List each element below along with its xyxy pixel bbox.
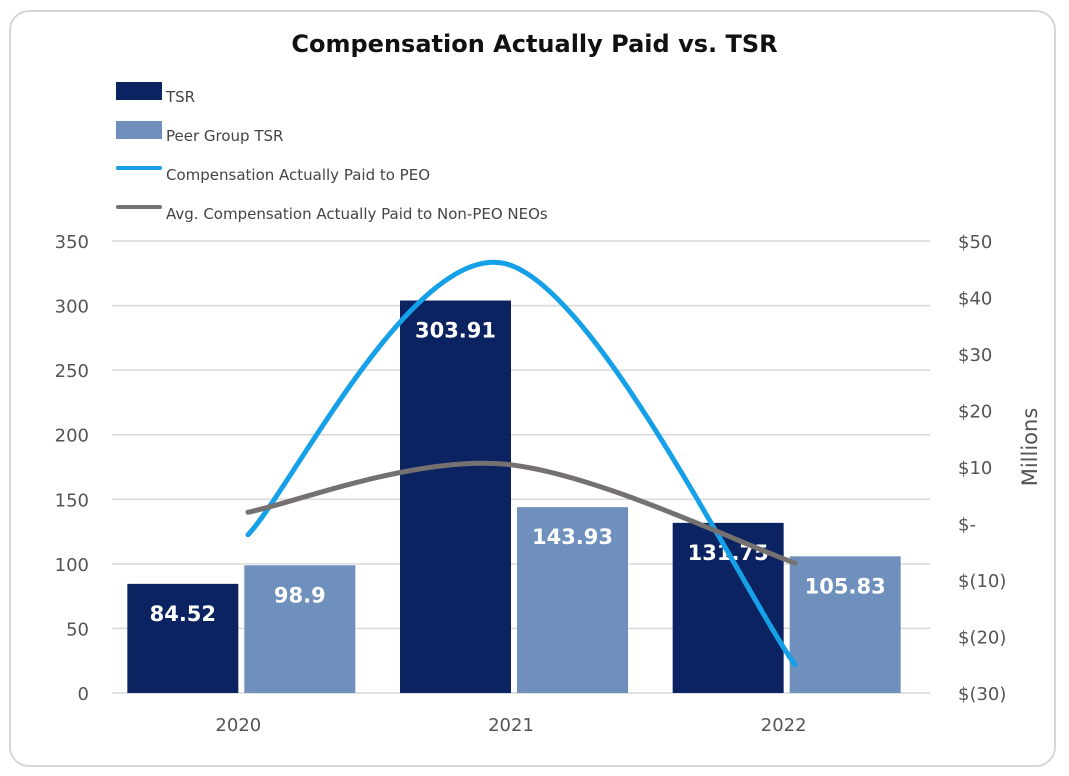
y-right-axis-title: Millions [1018, 408, 1042, 487]
legend-swatch-peer-tsr [116, 121, 162, 139]
y-right-tick-label: $30 [958, 345, 992, 366]
legend-label-tsr: TSR [166, 88, 196, 106]
y-right-tick-label: $10 [958, 458, 992, 479]
y-right-tick-label: $(30) [958, 684, 1006, 705]
line-cap-non-peo-neos [245, 460, 798, 566]
y-right-tick-label: $50 [958, 232, 992, 253]
y-left-tick-label: 50 [66, 619, 89, 640]
y-left-tick-label: 100 [55, 555, 89, 576]
legend-swatch-cap-neo [116, 205, 162, 209]
y-right-tick-label: $- [958, 515, 976, 536]
x-tick-label: 2021 [488, 715, 534, 736]
y-left-tick-label: 250 [55, 361, 89, 382]
bar-data-label: 303.91 [415, 319, 496, 343]
y-right-tick-label: $40 [958, 289, 992, 310]
y-right-tick-label: $(20) [958, 628, 1006, 649]
chart-title: Compensation Actually Paid vs. TSR [291, 30, 778, 58]
x-tick-label: 2020 [215, 715, 261, 736]
y-left-tick-label: 350 [55, 232, 89, 253]
y-right-tick-label: $(10) [958, 571, 1006, 592]
line-cap-peo [245, 259, 798, 668]
bar-data-label: 84.52 [150, 602, 216, 626]
x-tick-label: 2022 [761, 715, 807, 736]
bar-data-label: 105.83 [805, 574, 886, 598]
bar-peer-tsr [789, 556, 901, 693]
bar-peer-tsr [517, 507, 628, 693]
y-right-tick-label: $20 [958, 402, 992, 423]
bar-data-label: 143.93 [532, 525, 613, 549]
bar-peer-tsr [244, 565, 356, 693]
y-left-tick-label: 0 [78, 684, 89, 705]
legend-swatch-tsr [116, 82, 162, 100]
legend-label-cap-peo: Compensation Actually Paid to PEO [166, 166, 431, 184]
y-left-tick-label: 150 [55, 490, 89, 511]
bar-data-label: 98.9 [274, 583, 326, 607]
bar-tsr [400, 300, 511, 693]
legend-label-cap-neo: Avg. Compensation Actually Paid to Non-P… [166, 205, 548, 223]
y-left-tick-label: 200 [55, 426, 89, 447]
legend-label-peer-tsr: Peer Group TSR [166, 127, 284, 145]
legend-swatch-cap-peo [116, 166, 162, 170]
y-left-tick-label: 300 [55, 297, 89, 318]
bar-tsr [127, 583, 239, 693]
